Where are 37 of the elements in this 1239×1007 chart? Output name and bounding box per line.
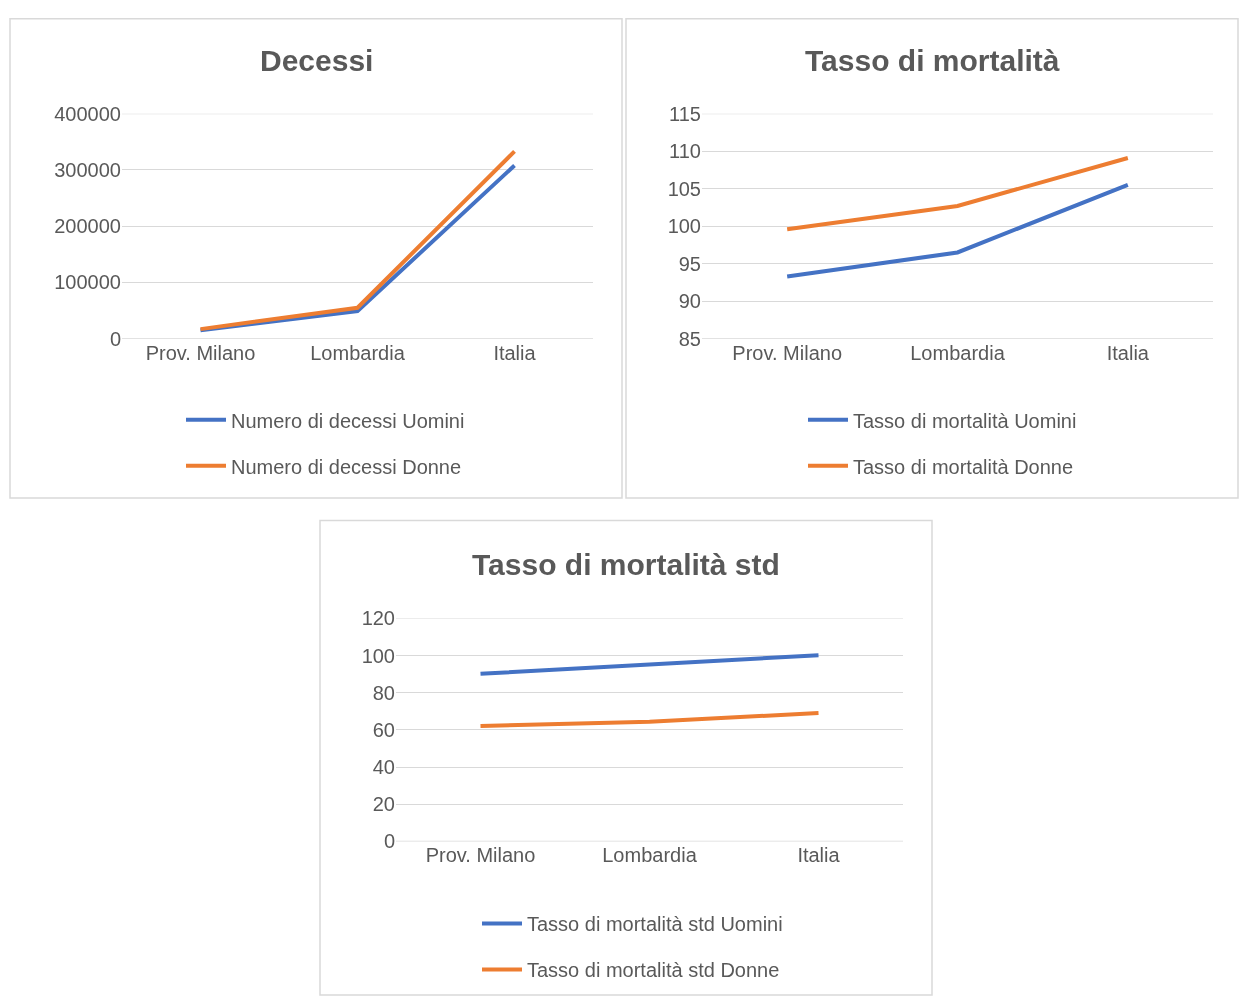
y-tick-label: 0 [109, 327, 121, 350]
legend-label: Numero di decessi Donne [231, 455, 462, 478]
legend-label: Tasso di mortalità Uomini [853, 409, 1077, 432]
y-tick-label: 110 [669, 140, 701, 163]
x-tick-label: Prov. Milano [425, 844, 536, 867]
y-tick-label: 85 [678, 327, 701, 350]
y-tick-label: 20 [372, 793, 395, 816]
y-tick-label: 200000 [54, 215, 121, 238]
x-tick-label: Italia [493, 341, 537, 364]
x-tick-label: Prov. Milano [145, 341, 256, 364]
y-tick-label: 400000 [54, 102, 121, 125]
y-tick-label: 300000 [54, 158, 121, 181]
y-tick-label: 60 [372, 718, 395, 741]
y-tick-label: 40 [372, 756, 395, 779]
legend-label: Tasso di mortalità Donne [853, 455, 1074, 478]
y-tick-label: 100 [667, 215, 701, 238]
chart-title: Tasso di mortalità [805, 44, 1060, 77]
y-tick-label: 120 [361, 607, 395, 630]
legend-label: Tasso di mortalità std Donne [527, 959, 780, 982]
chart-title: Tasso di mortalità std [472, 548, 780, 581]
y-tick-label: 0 [383, 830, 395, 853]
y-tick-label: 100 [361, 644, 395, 667]
x-tick-label: Prov. Milano [732, 341, 843, 364]
x-tick-label: Lombardia [602, 844, 698, 867]
legend-label: Tasso di mortalità std Uomini [527, 913, 783, 936]
x-tick-label: Italia [1106, 341, 1150, 364]
chart-title: Decessi [260, 44, 374, 77]
legend-label: Numero di decessi Uomini [231, 409, 465, 432]
y-tick-label: 115 [669, 102, 701, 125]
y-tick-label: 100000 [54, 271, 121, 294]
x-tick-label: Lombardia [910, 341, 1006, 364]
y-tick-label: 80 [372, 681, 395, 704]
y-tick-label: 105 [667, 177, 701, 200]
y-tick-label: 95 [678, 252, 701, 275]
x-tick-label: Italia [797, 844, 841, 867]
x-tick-label: Lombardia [310, 341, 406, 364]
y-tick-label: 90 [678, 290, 701, 313]
